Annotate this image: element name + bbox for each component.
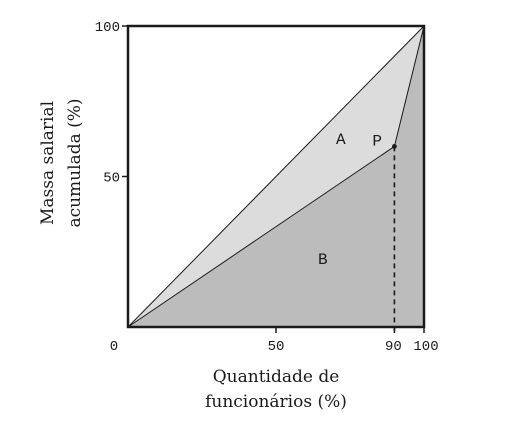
x-tick-label: 50 <box>268 339 285 355</box>
y-tick-label: 100 <box>95 20 120 36</box>
equality-line <box>127 25 425 328</box>
y-axis-title-line-1: Massa salarial <box>38 101 58 225</box>
plot-area: P A B 50 90 100 50 100 0 <box>95 20 439 355</box>
y-axis-title-line-2: acumulada (%) <box>65 98 85 227</box>
region-a-label: A <box>336 131 346 149</box>
region-b <box>128 26 424 327</box>
region-b-label: B <box>318 251 328 269</box>
x-axis-title-line-2: funcionários (%) <box>205 392 347 412</box>
origin-label: 0 <box>110 339 118 355</box>
x-tick-label: 100 <box>413 339 438 355</box>
axis-titles: Quantidade de funcionários (%) Massa sal… <box>38 98 347 412</box>
point-p-label: P <box>372 132 382 150</box>
x-axis-title-line-1: Quantidade de <box>213 367 340 387</box>
y-tick-label: 50 <box>103 171 120 187</box>
point-p-marker <box>392 144 397 149</box>
x-tick-label: 90 <box>385 339 402 355</box>
